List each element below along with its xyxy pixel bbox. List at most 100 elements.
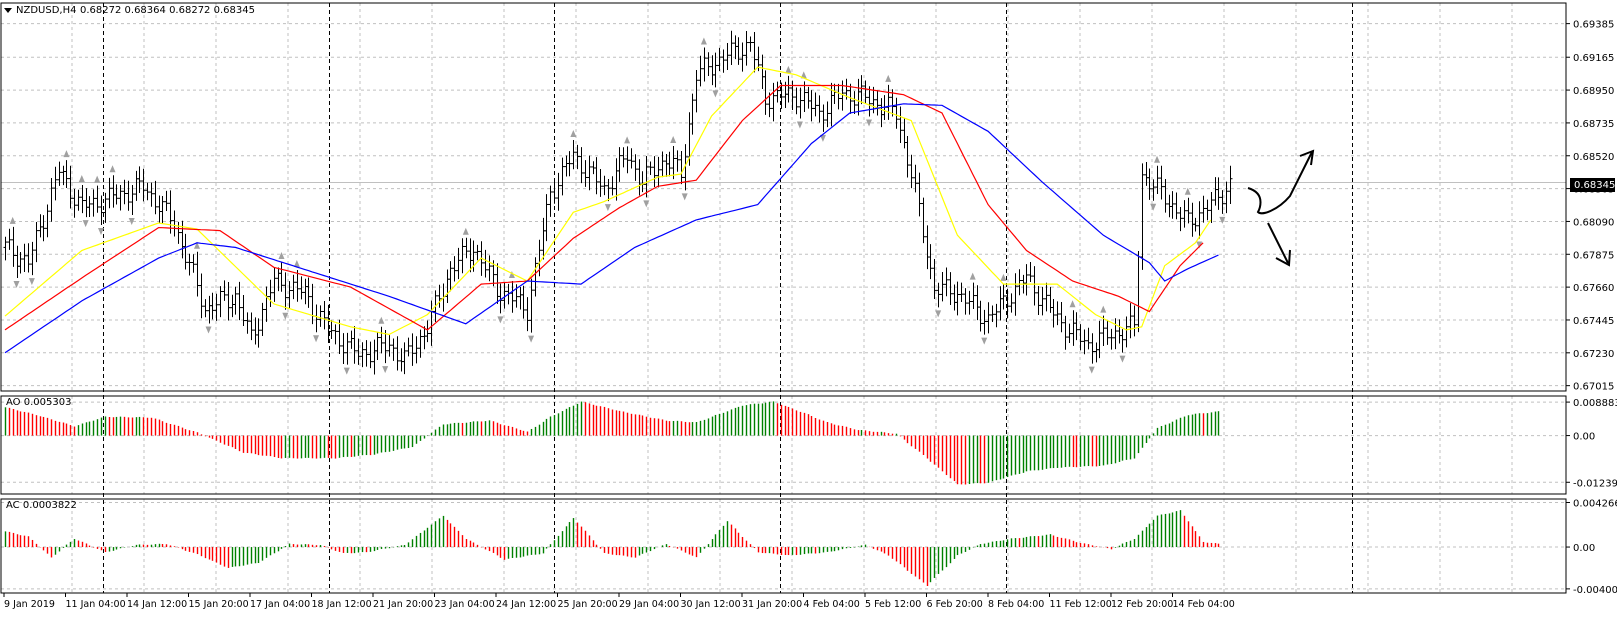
x-tick-label: 31 Jan 20:00 [742,599,802,610]
fractal-down-marker [343,367,350,375]
moving-average-line [4,66,1212,336]
x-tick-label: 4 Feb 04:00 [804,599,860,610]
ohlc-label: 0.68272 0.68364 0.68272 0.68345 [80,5,255,16]
fractal-down-marker [981,337,988,345]
ac-histogram [4,510,1220,587]
x-tick-label: 30 Jan 12:00 [681,599,741,610]
x-tick-label: 11 Jan 04:00 [66,599,126,610]
fractal-up-marker [94,175,101,183]
chevron-down-icon[interactable] [4,8,12,13]
fractal-up-marker [293,260,300,268]
y-tick-label: 0.67230 [1573,349,1614,360]
x-tick-label: 23 Jan 04:00 [435,599,495,610]
moving-averages [4,66,1219,354]
price-panel-title: NZDUSD,H4 0.68272 0.68364 0.68272 0.6834… [4,5,255,16]
fractal-up-marker [378,316,385,324]
grid [1,3,1566,593]
fractal-down-marker [382,366,389,374]
fractal-down-marker [643,200,650,208]
y-tick-label: 0.67445 [1573,316,1614,327]
y-tick-label: 0.68520 [1573,152,1614,163]
y-tick-label: 0.67875 [1573,250,1614,261]
x-tick-label: 15 Jan 20:00 [189,599,249,610]
svg-text:0.68345: 0.68345 [1574,180,1615,191]
y-tick-label: 0.68090 [1573,217,1614,228]
fractal-up-marker [624,136,631,144]
fractal-down-marker [205,326,212,334]
up-arrow-head [1299,149,1315,166]
current-price-marker: 0.68345 [1570,178,1615,192]
panel-frame [0,498,1567,594]
fractal-down-marker [28,278,35,286]
fractal-down-marker [604,204,611,212]
panel-frame [0,395,1567,495]
fractal-down-marker [866,119,873,127]
fractal-up-marker [570,130,577,138]
fractal-down-marker [712,90,719,98]
fractal-down-marker [528,335,535,343]
fractal-down-marker [82,220,89,228]
fractal-up-marker [1000,273,1007,281]
fractal-down-marker [1150,203,1157,211]
fractal-down-marker [819,134,826,142]
x-tick-label: 11 Feb 12:00 [1050,599,1112,610]
x-tick-label: 8 Feb 04:00 [988,599,1044,610]
fractal-up-marker [670,135,677,143]
panel-frame [0,2,1567,392]
forecast-arrows [1247,149,1315,267]
fractal-up-marker [1069,300,1076,308]
fractal-up-marker [78,174,85,182]
fractal-down-marker [98,227,105,235]
ao-y-tick-label: -0.01239 [1573,478,1617,489]
x-tick-label: 12 Feb 20:00 [1111,599,1173,610]
fractal-up-marker [885,74,892,82]
x-tick-label: 9 Jan 2019 [4,599,55,610]
ao-y-tick-label: 0.00 [1573,432,1595,443]
fractal-down-marker [1088,366,1095,374]
symbol-label: NZDUSD,H4 [16,5,76,16]
down-arrow-line [1267,222,1289,264]
fractal-up-marker [9,216,16,224]
down-arrow-head [1275,249,1291,267]
fractal-down-marker [282,312,289,320]
y-tick-label: 0.69385 [1573,20,1614,31]
fractal-up-marker [1154,155,1161,163]
x-tick-label: 14 Feb 04:00 [1173,599,1235,610]
fractal-down-marker [13,280,20,288]
fractal-up-marker [278,251,285,259]
up-arrow-line [1247,151,1313,215]
fractal-up-marker [508,270,515,278]
fractal-down-marker [128,217,135,225]
fractal-down-marker [1119,355,1126,363]
fractal-up-marker [63,150,70,158]
y-tick-label: 0.67660 [1573,283,1614,294]
x-tick-label: 17 Jan 04:00 [250,599,310,610]
ao-y-tick-label: 0.008883 [1573,398,1617,409]
x-tick-label: 6 Feb 20:00 [927,599,983,610]
fractal-up-marker [1100,305,1107,313]
fractal-down-marker [796,121,803,129]
ao-histogram [4,401,1220,485]
fractal-down-marker [1219,216,1226,224]
y-tick-label: 0.67015 [1573,382,1614,393]
x-tick-label: 14 Jan 12:00 [127,599,187,610]
fractal-down-marker [681,193,688,201]
x-tick-label: 21 Jan 20:00 [373,599,433,610]
panel-frames [0,2,1567,594]
fractal-up-marker [700,37,707,45]
fractal-up-marker [969,272,976,280]
ac-title: AC 0.0003822 [6,500,77,511]
fractal-up-marker [462,227,469,235]
fractal-up-marker [800,71,807,79]
ac-y-tick-label: 0.00 [1573,543,1595,554]
y-tick-label: 0.68735 [1573,119,1614,130]
fractal-up-marker [109,165,116,173]
fractal-markers [9,37,1226,375]
x-tick-label: 24 Jan 12:00 [496,599,556,610]
moving-average-line [4,84,1204,331]
ac-y-tick-label: 0.0042663 [1573,498,1617,509]
x-tick-label: 25 Jan 20:00 [558,599,618,610]
fractal-down-marker [1196,241,1203,249]
